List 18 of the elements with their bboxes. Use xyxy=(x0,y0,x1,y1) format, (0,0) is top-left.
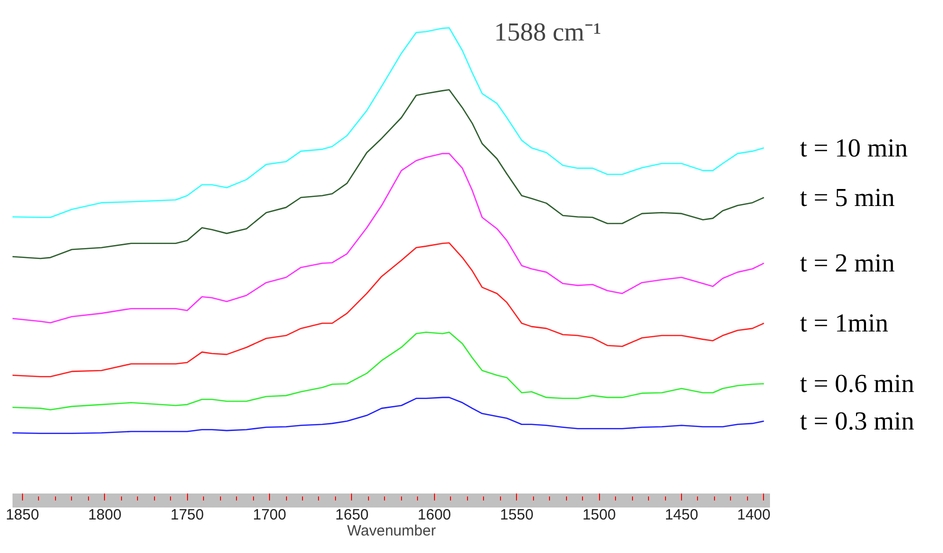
series-label: t = 0.6 min xyxy=(800,369,914,398)
series-label: t = 1min xyxy=(800,308,888,338)
x-tick-label: 1450 xyxy=(664,506,698,524)
x-tick-label: 1500 xyxy=(582,506,616,524)
series-label: t = 0.3 min xyxy=(800,406,914,436)
x-tick-label: 1400 xyxy=(737,506,771,524)
annotation: 1588 cm⁻¹ xyxy=(494,17,602,46)
x-tick-label: 1700 xyxy=(252,506,286,524)
x-tick-label: 1750 xyxy=(170,506,204,524)
x-tick-label: 1800 xyxy=(88,506,122,524)
x-axis-title: Wavenumber xyxy=(347,522,436,540)
series-label: t = 2 min xyxy=(800,248,895,278)
x-tick-label: 1650 xyxy=(335,506,369,524)
series-label: t = 10 min xyxy=(800,133,908,162)
x-tick-label: 1600 xyxy=(418,506,452,524)
x-tick-label: 1550 xyxy=(500,506,534,524)
series-label: t = 5 min xyxy=(800,183,895,212)
x-tick-label: 1850 xyxy=(6,506,40,524)
